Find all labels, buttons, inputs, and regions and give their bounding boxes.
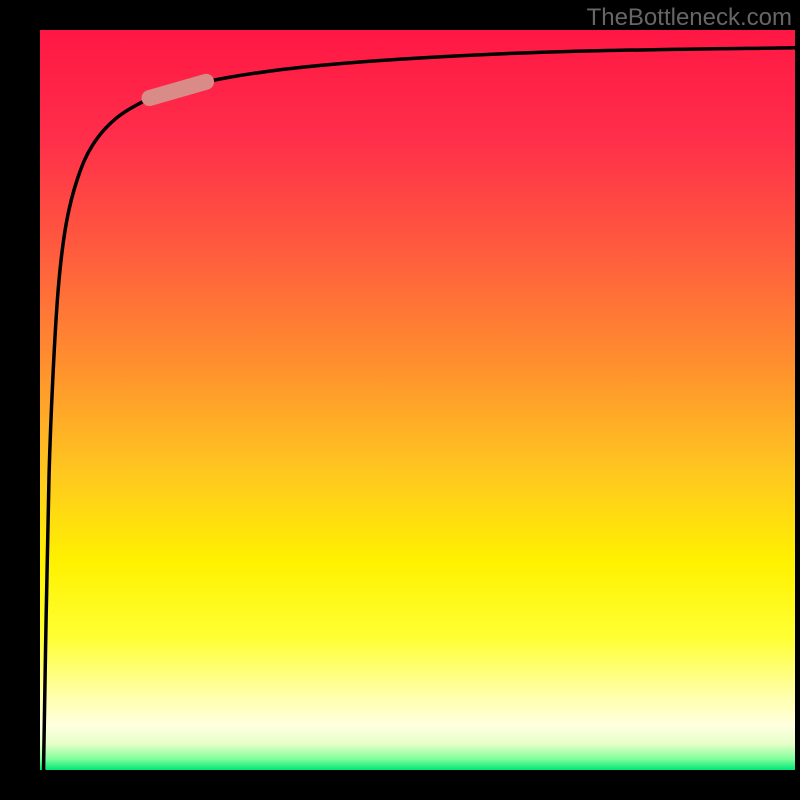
plot-area [40, 30, 795, 770]
chart-container: TheBottleneck.com [0, 0, 800, 800]
watermark-text: TheBottleneck.com [587, 4, 792, 32]
curve-overlay [40, 30, 795, 770]
bottleneck-curve [44, 48, 795, 770]
highlight-segment [149, 82, 206, 98]
